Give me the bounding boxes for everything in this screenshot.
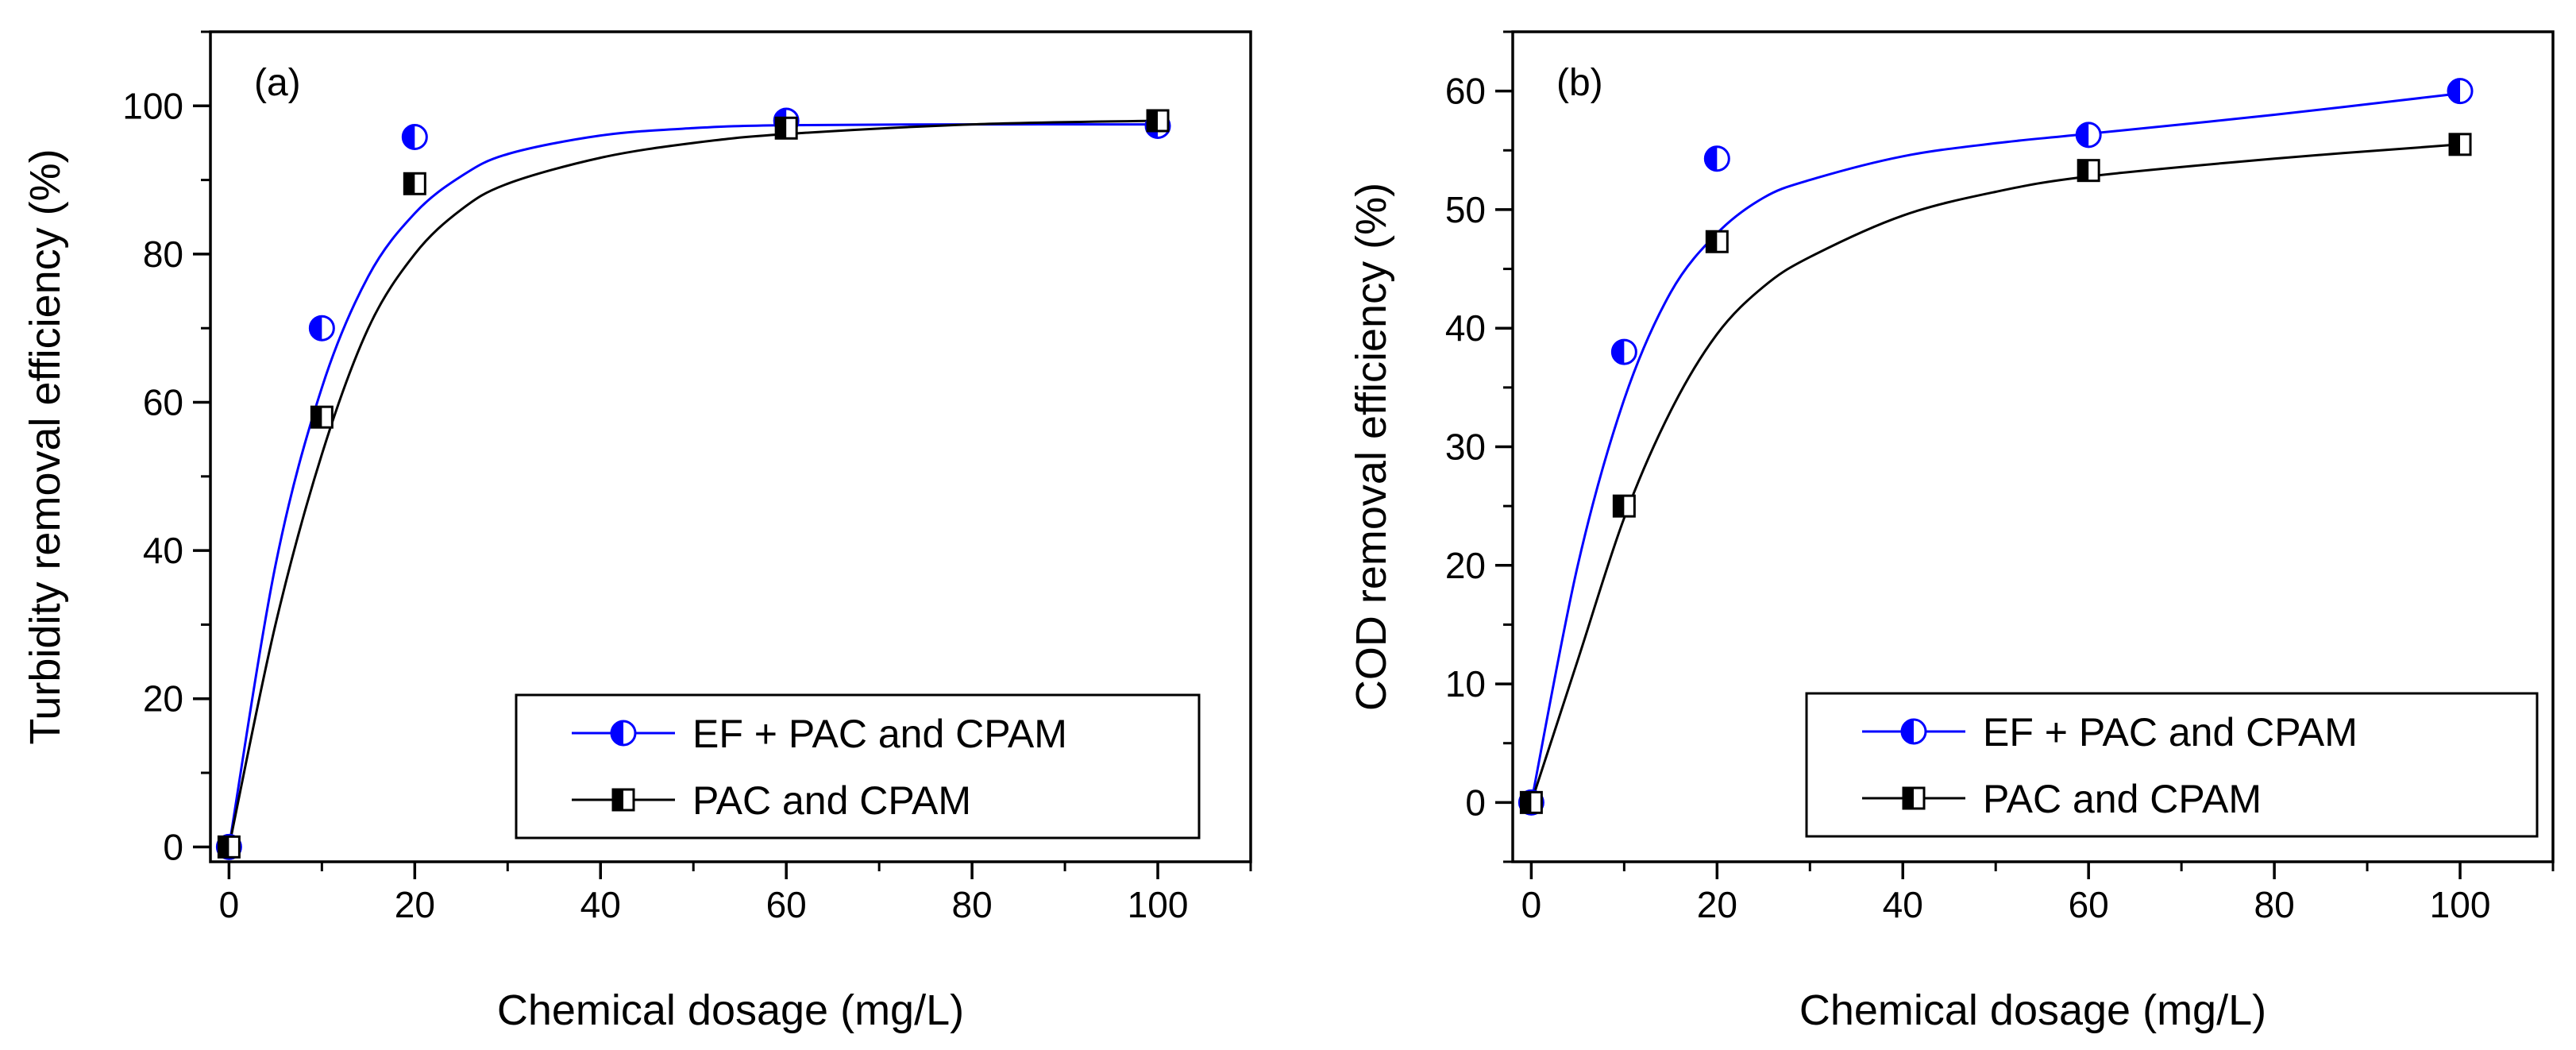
y-tick-label: 20 [143,678,183,720]
x-tick-label: 0 [219,884,240,925]
panel-b: 0 20 40 60 80 100 0 10 20 30 40 50 60 Chemical dosage… [1348,30,2555,1034]
data-point-series-2 [1705,230,1729,253]
legend-box [1805,692,2539,838]
data-point-series-2 [403,172,426,195]
legend-marker [611,788,635,812]
panel-label: (b) [1556,62,1603,104]
legend-marker [1902,786,1926,810]
x-axis-title: Chemical dosage (mg/L) [497,986,964,1034]
fit-curve-series-1 [227,123,1159,847]
x-tick-label: 0 [1521,884,1542,925]
x-tick-label: 20 [395,884,435,925]
legend-entry-label: EF + PAC and CPAM [1983,710,2358,755]
y-tick-label: 40 [143,530,183,571]
y-tick-label: 60 [1445,71,1486,112]
legend: EF + PAC and CPAM PAC and CPAM [1805,692,2539,838]
legend-entry-label: PAC and CPAM [1983,777,2262,821]
y-axis-title: COD removal efficiency (%) [1348,183,1395,711]
y-tick-label: 60 [143,382,183,423]
data-point-series-2 [2448,133,2472,156]
y-axis-title: Turbidity removal efficiency (%) [21,149,69,744]
fit-curve-series-2 [227,119,1159,847]
legend-marker [610,720,637,747]
panel-a: 0 20 40 60 80 100 0 20 40 60 80 100 Chemical dosage … [21,30,1252,1034]
x-axis-title: Chemical dosage (mg/L) [1799,986,2266,1034]
y-tick-label: 50 [1445,189,1486,230]
data-point-series-2 [1519,790,1543,814]
y-tick-label: 0 [1465,782,1486,823]
y-tick-label: 10 [1445,663,1486,705]
legend-marker [1900,718,1927,745]
x-tick-label: 60 [2069,884,2109,925]
y-tick-label: 80 [143,234,183,275]
fit-curve-series-1 [1529,92,2461,803]
legend: EF + PAC and CPAM PAC and CPAM [515,693,1201,840]
x-tick-label: 100 [1128,884,1189,925]
data-point-series-2 [1146,109,1170,133]
panel-label: (a) [254,62,301,104]
x-tick-label: 80 [2254,884,2295,925]
data-point-series-1 [2447,78,2474,105]
data-point-series-1 [401,123,428,150]
data-point-series-1 [1703,145,1730,172]
y-tick-label: 30 [1445,427,1486,468]
x-tick-label: 60 [766,884,807,925]
x-tick-label: 40 [1883,884,1923,925]
plot-frame [209,30,1252,863]
data-point-series-2 [2077,159,2100,183]
legend-entry-label: PAC and CPAM [692,778,971,823]
legend-box [515,693,1201,840]
x-tick-label: 100 [2430,884,2491,925]
data-point-series-2 [774,116,798,140]
y-tick-label: 0 [163,826,183,867]
data-point-series-1 [1610,338,1637,365]
data-point-series-2 [1612,494,1636,518]
y-tick-label: 20 [1445,545,1486,586]
x-tick-label: 20 [1697,884,1737,925]
data-point-series-1 [2075,122,2102,149]
data-point-series-2 [310,405,334,429]
x-tick-label: 80 [952,884,993,925]
y-tick-label: 40 [1445,307,1486,349]
legend-entry-label: EF + PAC and CPAM [692,712,1067,756]
fit-curve-series-2 [1529,143,2461,803]
y-tick-label: 100 [122,85,183,126]
data-point-series-2 [217,835,241,859]
x-tick-label: 40 [580,884,621,925]
data-point-series-1 [308,315,335,342]
